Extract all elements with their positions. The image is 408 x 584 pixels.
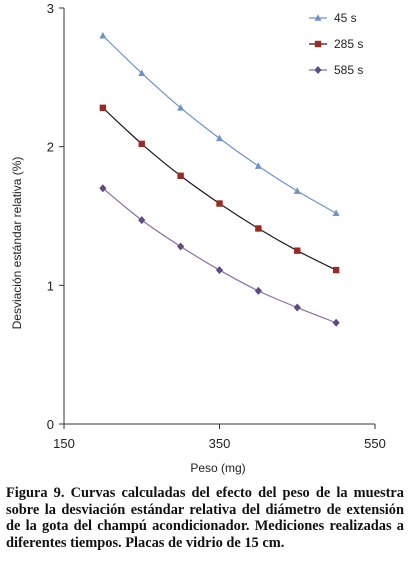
data-point bbox=[99, 184, 107, 193]
data-point bbox=[294, 247, 301, 254]
legend-item-1: 285 s bbox=[309, 37, 363, 51]
data-point bbox=[138, 69, 146, 76]
x-tick-label: 350 bbox=[209, 436, 231, 451]
chart: 0 1 2 3 150 350 550 45 s 285 s 585 s Peso (mg) D… bbox=[10, 1, 386, 475]
data-point bbox=[177, 104, 185, 111]
data-point bbox=[177, 172, 184, 179]
series-line-2 bbox=[102, 187, 337, 324]
legend-label: 45 s bbox=[334, 11, 357, 25]
y-tick-label: 1 bbox=[47, 278, 54, 293]
series-0 bbox=[99, 31, 340, 217]
data-point bbox=[216, 134, 223, 142]
legend-item-2: 585 s bbox=[309, 63, 363, 77]
data-point bbox=[177, 242, 185, 251]
data-point bbox=[332, 266, 340, 274]
data-point bbox=[216, 200, 223, 207]
data-point bbox=[255, 225, 262, 232]
data-point bbox=[254, 286, 262, 295]
data-point bbox=[332, 209, 340, 217]
series-line-1 bbox=[102, 107, 337, 271]
data-point bbox=[293, 303, 301, 312]
data-point bbox=[293, 187, 301, 194]
data-point bbox=[254, 162, 262, 169]
x-tick-label: 550 bbox=[364, 436, 386, 451]
series-1 bbox=[99, 104, 340, 274]
y-axis-label: Desviación estándar relativa (%) bbox=[10, 157, 24, 330]
x-axis-label: Peso (mg) bbox=[190, 461, 245, 475]
legend-label: 285 s bbox=[334, 37, 363, 51]
y-tick-label: 2 bbox=[47, 140, 54, 155]
series-line-0 bbox=[102, 35, 337, 214]
legend-marker bbox=[314, 14, 322, 21]
series-layer bbox=[99, 31, 340, 327]
figure-caption: Figura 9. Curvas calculadas del efecto d… bbox=[6, 485, 404, 551]
data-point bbox=[215, 266, 224, 275]
data-point bbox=[138, 216, 146, 225]
legend-marker bbox=[314, 66, 322, 74]
legend: 45 s 285 s 585 s bbox=[309, 11, 363, 77]
series-2 bbox=[99, 184, 340, 327]
axes: 0 1 2 3 150 350 550 bbox=[47, 1, 386, 451]
data-point bbox=[99, 31, 107, 39]
data-point bbox=[138, 140, 145, 148]
data-point bbox=[99, 104, 107, 112]
legend-item-0: 45 s bbox=[309, 11, 357, 25]
legend-label: 585 s bbox=[334, 63, 363, 77]
y-tick-label: 0 bbox=[47, 417, 54, 432]
legend-marker bbox=[314, 40, 322, 48]
data-point bbox=[332, 318, 340, 327]
y-tick-label: 3 bbox=[47, 1, 54, 16]
x-tick-label: 150 bbox=[53, 436, 75, 451]
